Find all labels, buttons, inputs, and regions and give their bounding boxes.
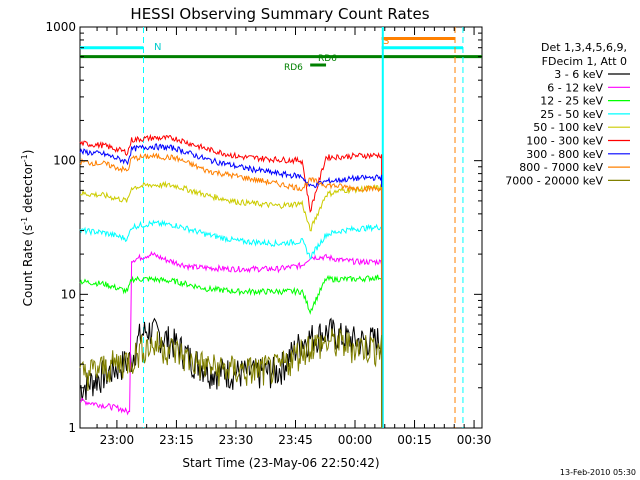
night-label: S: [383, 36, 389, 47]
legend-label-2: 6 - 12 keV: [547, 81, 603, 94]
legend-label-8: 800 - 7000 keV: [519, 161, 603, 174]
plot-frame: [79, 26, 483, 429]
series-line-3: [79, 274, 383, 428]
x-tick-label: 23:15: [159, 433, 194, 447]
y-axis-label-part1: Count Rate (s: [21, 225, 35, 307]
legend-header-2: FDecim 1, Att 0: [542, 55, 627, 68]
x-tick-label: 00:15: [397, 433, 432, 447]
y-axis-label-sup2: -1: [20, 154, 29, 162]
y-axis-label-part3: ): [21, 150, 35, 155]
y-axis-label-part2: detector: [21, 162, 35, 217]
series-line-1: [79, 317, 383, 428]
y-axis-ticks: 1 10 100 1000: [45, 20, 482, 435]
series-line-2: [79, 250, 383, 428]
x-axis-ticks: 23:00 23:15 23:30 23:45 00:00 00:15 00:30: [96, 27, 492, 447]
series-line-7: [79, 143, 383, 428]
y-axis-label-sup1: -1: [20, 217, 29, 225]
legend-label-7: 300 - 800 keV: [526, 148, 603, 161]
series-line-6: [79, 133, 383, 428]
y-tick-label: 1000: [45, 20, 76, 34]
series-group: [79, 133, 383, 428]
series-line-4: [79, 219, 383, 428]
x-tick-label: 23:30: [219, 433, 254, 447]
legend-label-1: 3 - 6 keV: [554, 68, 603, 81]
legend-label-6: 100 - 300 keV: [526, 135, 603, 148]
rd-label-lower: RD6: [284, 63, 303, 73]
x-tick-label: 23:00: [100, 433, 135, 447]
x-tick-label: 00:00: [338, 433, 373, 447]
series-line-8: [79, 152, 383, 428]
series-line-9: [79, 327, 383, 428]
x-axis-label: Start Time (23-May-06 22:50:42): [182, 456, 379, 470]
date-stamp: 13-Feb-2010 05:30: [560, 468, 636, 477]
legend-label-9: 7000 - 20000 keV: [505, 174, 603, 187]
legend-label-3: 12 - 25 keV: [540, 95, 603, 108]
x-tick-label: 23:45: [278, 433, 313, 447]
saa-label: N: [154, 42, 161, 53]
chart-title: HESSI Observing Summary Count Rates: [130, 5, 429, 23]
x-tick-label: 00:30: [457, 433, 492, 447]
y-tick-label: 100: [53, 154, 76, 168]
series-line-5: [80, 180, 383, 428]
y-tick-label: 10: [61, 287, 76, 301]
overlay-bars: [80, 27, 482, 428]
rd-label-upper: RD6: [318, 54, 337, 64]
y-axis-label: Count Rate (s-1 detector-1): [20, 150, 35, 307]
y-tick-label: 1: [68, 421, 76, 435]
legend-label-4: 25 - 50 keV: [540, 108, 603, 121]
legend-header-1: Det 1,3,4,5,6,9,: [541, 41, 627, 54]
legend-label-5: 50 - 100 keV: [533, 121, 603, 134]
